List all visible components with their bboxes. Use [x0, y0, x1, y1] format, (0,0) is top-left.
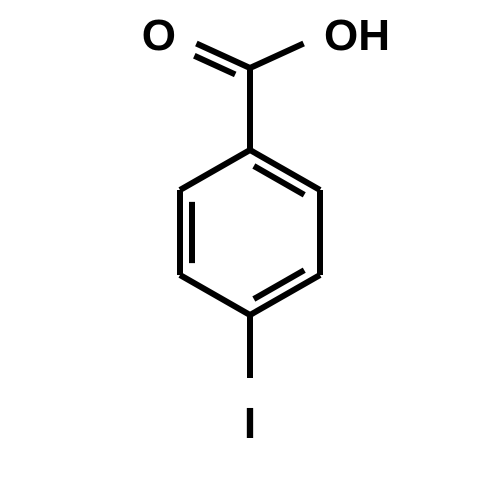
- bond-double-inner: [254, 166, 304, 195]
- atom-label-o2: OH: [324, 11, 390, 60]
- bond-double-main: [196, 43, 250, 68]
- bond-single: [180, 275, 250, 315]
- bond-single: [180, 150, 250, 190]
- chemical-structure-diagram: O OH I: [0, 0, 500, 500]
- atom-label-o1: O: [142, 11, 176, 60]
- bond-double-inner: [254, 270, 304, 299]
- atom-label-i: I: [244, 399, 256, 448]
- bond-single: [250, 43, 304, 68]
